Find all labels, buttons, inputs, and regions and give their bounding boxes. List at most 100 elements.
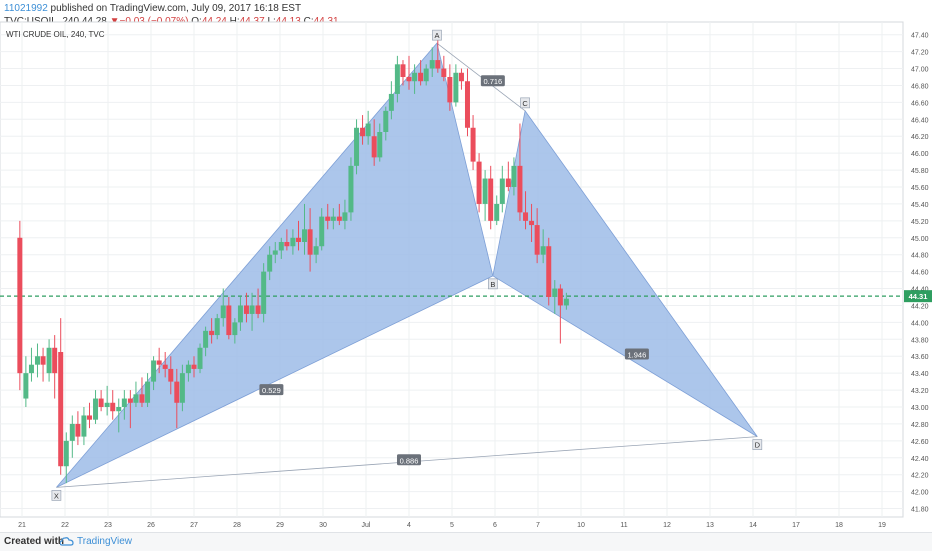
candle-body (267, 254, 273, 272)
candle (499, 165, 505, 213)
candle (388, 81, 394, 120)
candle (418, 60, 424, 86)
candle (162, 352, 168, 378)
candle-body (313, 246, 319, 255)
publisher-username[interactable]: 11021992 (4, 3, 48, 14)
y-tick-label: 44.60 (911, 270, 929, 277)
candle (354, 119, 360, 175)
candle (336, 203, 342, 226)
x-tick-label: 29 (276, 522, 284, 529)
candle (488, 165, 494, 230)
candle (197, 343, 203, 374)
candle-body (226, 305, 232, 336)
candle-body (557, 288, 563, 306)
candle (302, 203, 308, 255)
y-tick-label: 46.20 (911, 134, 929, 141)
candle-body (388, 93, 394, 111)
candle-body (464, 81, 470, 128)
x-tick-label: 22 (61, 522, 69, 529)
x-tick-label: 12 (663, 522, 671, 529)
y-tick-label: 43.80 (911, 337, 929, 344)
candle-body (290, 237, 296, 247)
candle-body (81, 415, 87, 437)
publish-line: 11021992 published on TradingView.com, J… (4, 2, 339, 15)
candle-body (295, 237, 301, 242)
candle-body (423, 68, 429, 82)
candle-body (139, 394, 145, 403)
candle (156, 347, 162, 374)
x-tick-label: 4 (407, 522, 411, 529)
candle (517, 123, 523, 221)
candle (290, 229, 296, 255)
candle (261, 263, 267, 323)
candle-body (348, 165, 354, 213)
chart-title: WTI CRUDE OIL, 240, TVC (6, 30, 105, 39)
candle-body (400, 64, 406, 77)
ratio-label-box (624, 348, 649, 360)
candle (151, 356, 157, 391)
x-tick-label: 10 (577, 522, 585, 529)
candle-body (191, 364, 197, 369)
candle (360, 115, 366, 145)
candle-body (488, 178, 494, 221)
candle-body (28, 364, 34, 374)
candle-body (330, 216, 336, 221)
y-tick-label: 47.00 (911, 67, 929, 74)
candle-body (319, 216, 325, 247)
y-tick-label: 46.40 (911, 117, 929, 124)
pattern-point-label: X (54, 491, 59, 500)
candle (34, 343, 40, 378)
candle-body (34, 356, 40, 365)
pattern-point-label: D (755, 441, 761, 450)
ratio-label: 0.529 (259, 384, 284, 396)
candle (40, 347, 46, 382)
pattern-point-box (752, 439, 763, 450)
tradingview-link[interactable]: TradingView (60, 536, 132, 547)
ratio-label-box (397, 454, 421, 466)
x-tick-label: 19 (878, 522, 886, 529)
candle-body (302, 229, 308, 242)
candle-body (197, 347, 203, 369)
candle-body (209, 330, 215, 336)
candle (220, 288, 226, 327)
candle (249, 292, 255, 331)
y-tick-label: 47.20 (911, 50, 929, 57)
candle (267, 246, 273, 281)
candle-body (98, 398, 104, 407)
candle (232, 318, 238, 344)
candle-body (517, 165, 523, 213)
candle (272, 242, 278, 264)
candle-body (185, 364, 191, 374)
candle-body (261, 271, 267, 314)
candle (494, 195, 500, 226)
y-tick-label: 43.00 (911, 405, 929, 412)
pattern-point-label: B (490, 280, 495, 289)
candle-body (40, 356, 46, 365)
candle (46, 339, 52, 382)
y-tick-label: 43.20 (911, 388, 929, 395)
candle (110, 390, 116, 420)
ratio-label: 0.886 (397, 454, 421, 466)
candle-body (458, 72, 464, 82)
ratio-label-text: 1.946 (628, 351, 647, 360)
candle-body (63, 440, 69, 467)
candle (17, 220, 23, 391)
candle-body (371, 136, 377, 158)
candle (313, 237, 319, 264)
candle-body (476, 161, 482, 204)
candle (325, 203, 331, 230)
candle-body (418, 72, 424, 82)
y-tick-label: 45.80 (911, 168, 929, 175)
candle-body (272, 250, 278, 255)
candle-body (46, 347, 52, 374)
tradingview-brand: TradingView (77, 536, 133, 547)
y-tick-label: 47.40 (911, 33, 929, 40)
candle-body (552, 288, 558, 297)
candle (237, 297, 243, 331)
candle-body (58, 352, 64, 467)
candle-body (412, 72, 418, 82)
price-chart[interactable]: 41.80 42.00 42.20 42.40 42.60 42.80 43.00 43.20… (0, 0, 932, 532)
pattern-point-box (488, 278, 498, 290)
x-tick-label: 5 (450, 522, 454, 529)
ratio-label: 0.716 (480, 75, 505, 87)
